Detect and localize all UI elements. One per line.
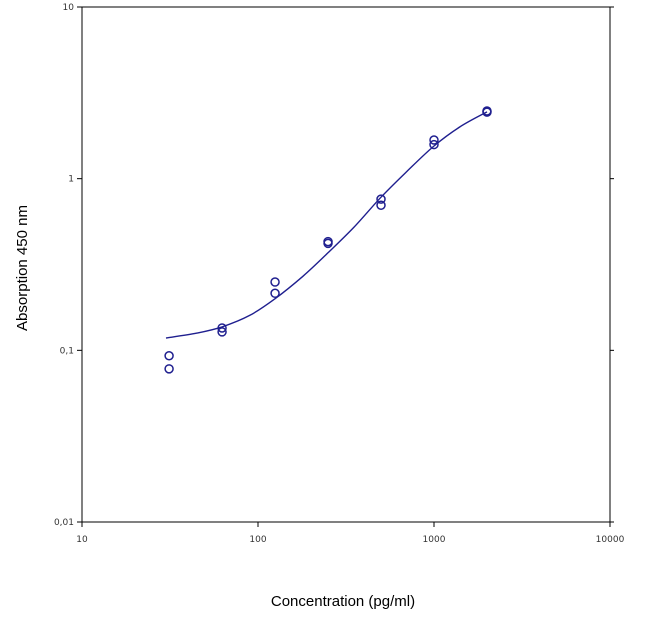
plot-frame (81, 6, 611, 523)
data-point (164, 364, 174, 374)
x-tick-label: 100 (249, 535, 266, 545)
data-point (429, 139, 439, 150)
data-point (164, 350, 174, 361)
data-point (376, 194, 386, 204)
x-tick-label: 1000 (423, 535, 446, 545)
y-tick-label: 10 (63, 3, 75, 13)
y-axis-title: Absorption 450 nm (14, 205, 31, 331)
data-point (270, 288, 280, 299)
data-point (323, 238, 333, 249)
y-tick-label: 0,01 (54, 518, 74, 528)
y-tick-label: 1 (68, 175, 74, 185)
data-point (376, 200, 386, 211)
x-tick-label: 10000 (596, 535, 625, 545)
data-point (270, 277, 280, 287)
y-tick-label: 0,1 (60, 346, 74, 356)
data-point (429, 135, 439, 145)
data-point (217, 327, 227, 337)
data-points (164, 106, 492, 374)
x-tick-label: 10 (76, 535, 88, 545)
data-point (217, 323, 227, 333)
y-axis-ticks: 0,01 0,1 1 10 (54, 3, 614, 528)
data-point (482, 107, 492, 117)
fit-curve-line (165, 111, 488, 339)
x-axis-title: Concentration (pg/ml) (271, 593, 415, 610)
x-axis-ticks: 10 100 1000 10000 (76, 522, 625, 545)
